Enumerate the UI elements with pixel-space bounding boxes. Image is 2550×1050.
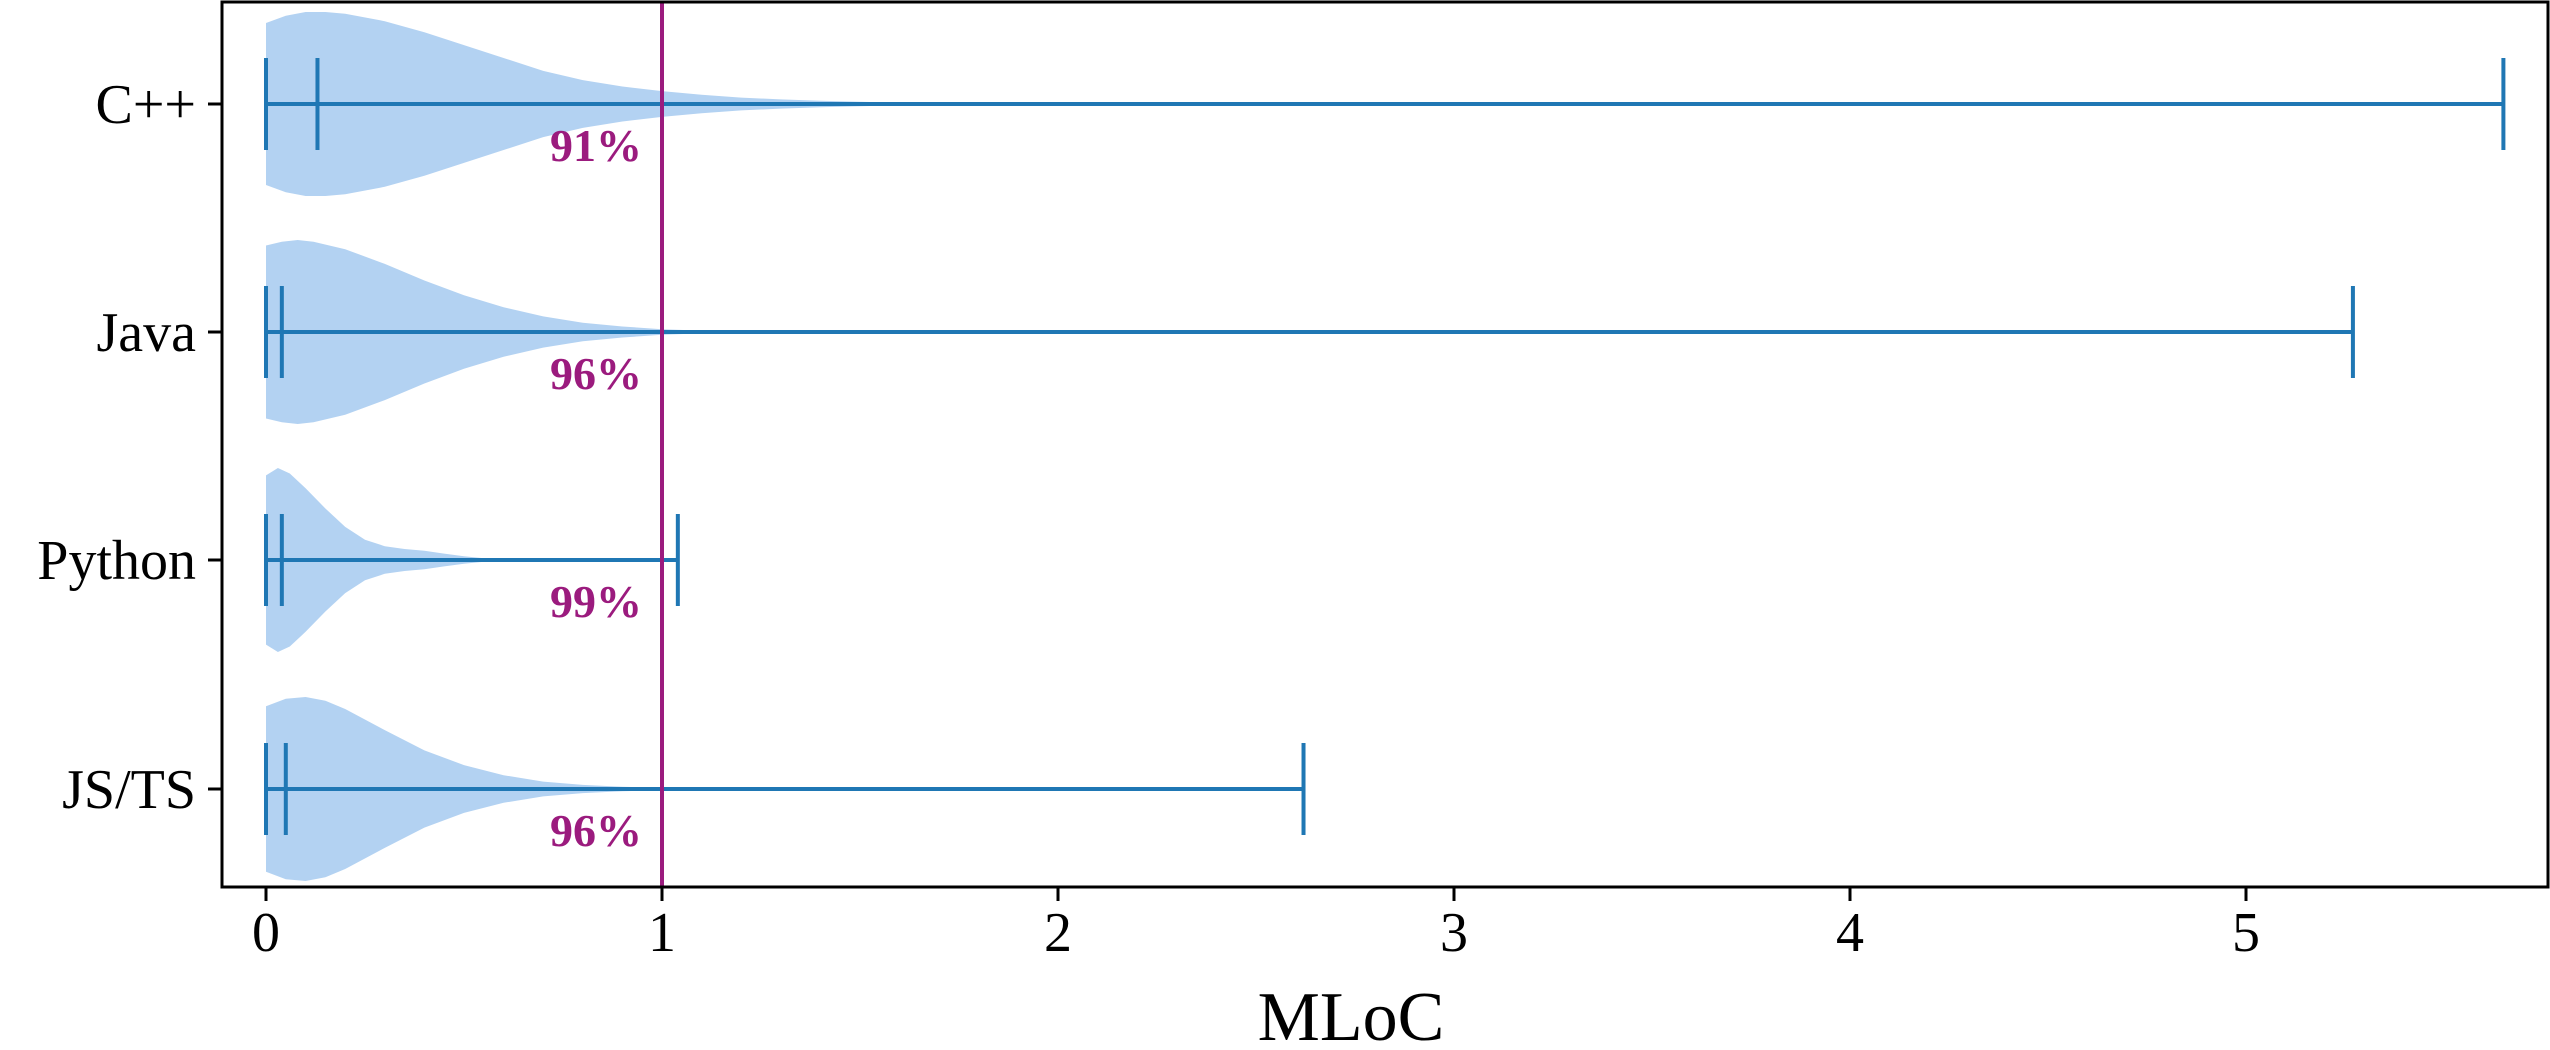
x-tick-label-5: 5	[2232, 902, 2260, 964]
violins-layer	[266, 12, 1019, 881]
pct-label-java: 96%	[550, 348, 642, 399]
y-tick-label-python: Python	[37, 530, 196, 592]
pct-label-js-ts: 96%	[550, 805, 642, 856]
x-tick-label-1: 1	[648, 902, 676, 964]
pct-label-c: 91%	[550, 120, 642, 171]
whiskers-layer	[264, 58, 2506, 835]
x-axis-title: MLoC	[1258, 979, 1445, 1050]
x-tick-label-0: 0	[252, 902, 280, 964]
plot-frame	[220, 0, 2550, 889]
y-axis-ticks: C++ Java Python JS/TS	[37, 74, 222, 821]
pct-labels-layer: 91% 96% 99% 96%	[550, 120, 642, 856]
x-axis-ticks: 0 1 2 3 4 5	[252, 887, 2260, 964]
y-tick-label-c: C++	[95, 74, 196, 136]
x-tick-label-3: 3	[1440, 902, 1468, 964]
x-tick-label-2: 2	[1044, 902, 1072, 964]
y-tick-label-js-ts: JS/TS	[62, 759, 196, 821]
x-tick-label-4: 4	[1836, 902, 1864, 964]
y-tick-label-java: Java	[96, 302, 196, 364]
pct-label-python: 99%	[550, 576, 642, 627]
